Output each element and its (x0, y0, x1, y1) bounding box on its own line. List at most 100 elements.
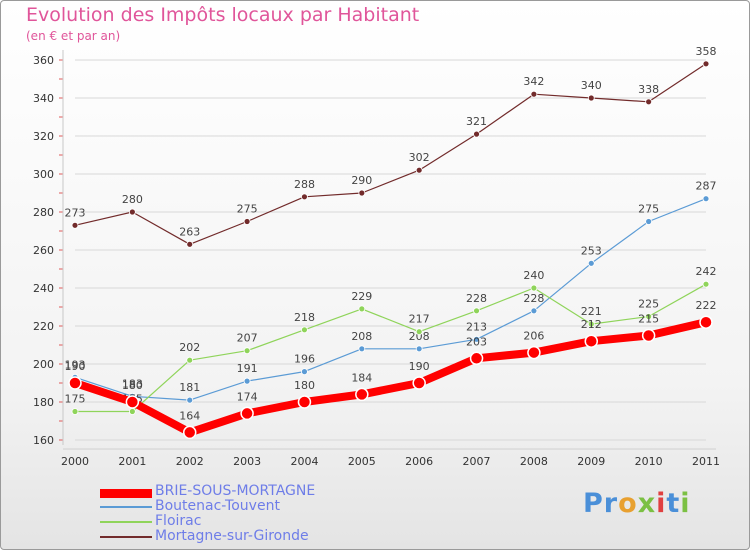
data-point (645, 313, 653, 320)
data-label: 208 (409, 330, 430, 343)
data-point (301, 326, 308, 334)
data-point (587, 94, 595, 102)
data-point (587, 320, 595, 328)
data-label: 340 (581, 79, 602, 92)
legend-label-boutenac: Boutenac-Touvent (155, 498, 280, 514)
series-line (71, 318, 710, 437)
data-label: 190 (409, 360, 430, 373)
logo-letter: i (656, 488, 667, 519)
data-point (412, 376, 426, 390)
y-tick-label: 300 (33, 168, 54, 181)
data-point (702, 60, 710, 68)
data-label: 175 (65, 393, 86, 406)
legend-label-mortagne: Mortagne-sur-Gironde (155, 528, 309, 544)
data-label: 213 (466, 320, 487, 333)
chart-title: Evolution des Impôts locaux par Habitant (26, 4, 420, 26)
y-tick-label: 280 (33, 206, 54, 219)
y-tick-label: 320 (33, 130, 54, 143)
data-label: 196 (294, 353, 315, 366)
y-tick-label: 160 (33, 434, 54, 447)
data-label: 184 (351, 371, 372, 384)
data-point (415, 328, 423, 336)
data-label: 358 (696, 45, 717, 58)
data-point (587, 259, 595, 267)
data-label: 275 (237, 203, 258, 216)
logo-letter: x (637, 488, 657, 519)
data-label: 217 (409, 313, 430, 326)
legend-label-brie: BRIE-SOUS-MORTAGNE (155, 483, 316, 499)
legend-swatch-mortagne (100, 536, 152, 538)
data-label: 202 (179, 341, 200, 354)
data-point (358, 189, 366, 197)
data-label: 190 (65, 360, 86, 373)
y-tick-label: 260 (33, 244, 54, 257)
data-point (128, 208, 136, 216)
data-point (243, 377, 251, 385)
data-point (415, 345, 423, 353)
data-point (301, 193, 308, 201)
x-tick-label: 2003 (233, 455, 261, 468)
data-point (530, 90, 538, 98)
x-tick-label: 2004 (290, 455, 318, 468)
data-point (243, 218, 251, 225)
data-point (358, 305, 366, 313)
data-label: 275 (638, 203, 659, 216)
data-label: 180 (294, 379, 315, 392)
data-point (527, 345, 541, 360)
data-point (584, 334, 599, 348)
y-tick-label: 240 (33, 282, 54, 295)
data-label: 212 (581, 318, 602, 331)
data-label: 228 (523, 292, 544, 305)
data-label: 280 (122, 193, 143, 206)
legend-item-mortagne: Mortagne-sur-Gironde (100, 528, 400, 545)
data-point (186, 240, 194, 248)
proxiti-logo: Proxiti (583, 488, 691, 519)
data-label: 302 (409, 151, 430, 164)
data-point (125, 395, 140, 409)
logo-letter: t (666, 488, 681, 519)
data-point (469, 351, 484, 366)
data-label: 338 (638, 83, 659, 96)
chart-subtitle: (en € et par an) (26, 29, 121, 43)
data-point (186, 396, 194, 404)
data-point (702, 195, 710, 203)
y-tick-label: 340 (33, 92, 54, 105)
data-point (645, 98, 653, 106)
series-line (74, 198, 707, 401)
data-point (702, 280, 710, 288)
x-tick-label: 2000 (61, 455, 89, 468)
x-tick-label: 2002 (176, 455, 204, 468)
data-label: 253 (581, 244, 602, 257)
legend-swatch-floirac (100, 521, 152, 523)
data-label: 164 (179, 409, 200, 422)
data-point (473, 335, 480, 343)
data-label: 203 (466, 335, 487, 348)
data-label: 290 (351, 174, 372, 187)
x-tick-label: 2009 (577, 455, 605, 468)
data-point (301, 368, 308, 376)
data-point (182, 425, 197, 440)
logo-letter: i (680, 488, 691, 519)
data-label: 228 (466, 292, 487, 305)
data-point (473, 307, 480, 315)
x-tick-label: 2006 (405, 455, 433, 468)
data-point (415, 166, 423, 174)
data-label: 240 (523, 269, 544, 282)
data-point (128, 408, 136, 415)
legend-swatch-boutenac (100, 506, 152, 508)
y-tick-label: 180 (33, 396, 54, 409)
data-label: 263 (179, 225, 200, 238)
y-tick-label: 200 (33, 358, 54, 371)
x-tick-label: 2001 (118, 455, 146, 468)
data-label: 181 (179, 381, 200, 394)
data-label: 321 (466, 115, 487, 128)
data-point (186, 356, 194, 364)
data-point (699, 315, 713, 329)
data-point (641, 328, 656, 343)
data-label: 342 (523, 75, 544, 88)
data-label: 225 (638, 298, 659, 311)
data-label: 180 (122, 379, 143, 392)
data-label: 242 (696, 265, 717, 278)
data-label: 288 (294, 178, 315, 191)
